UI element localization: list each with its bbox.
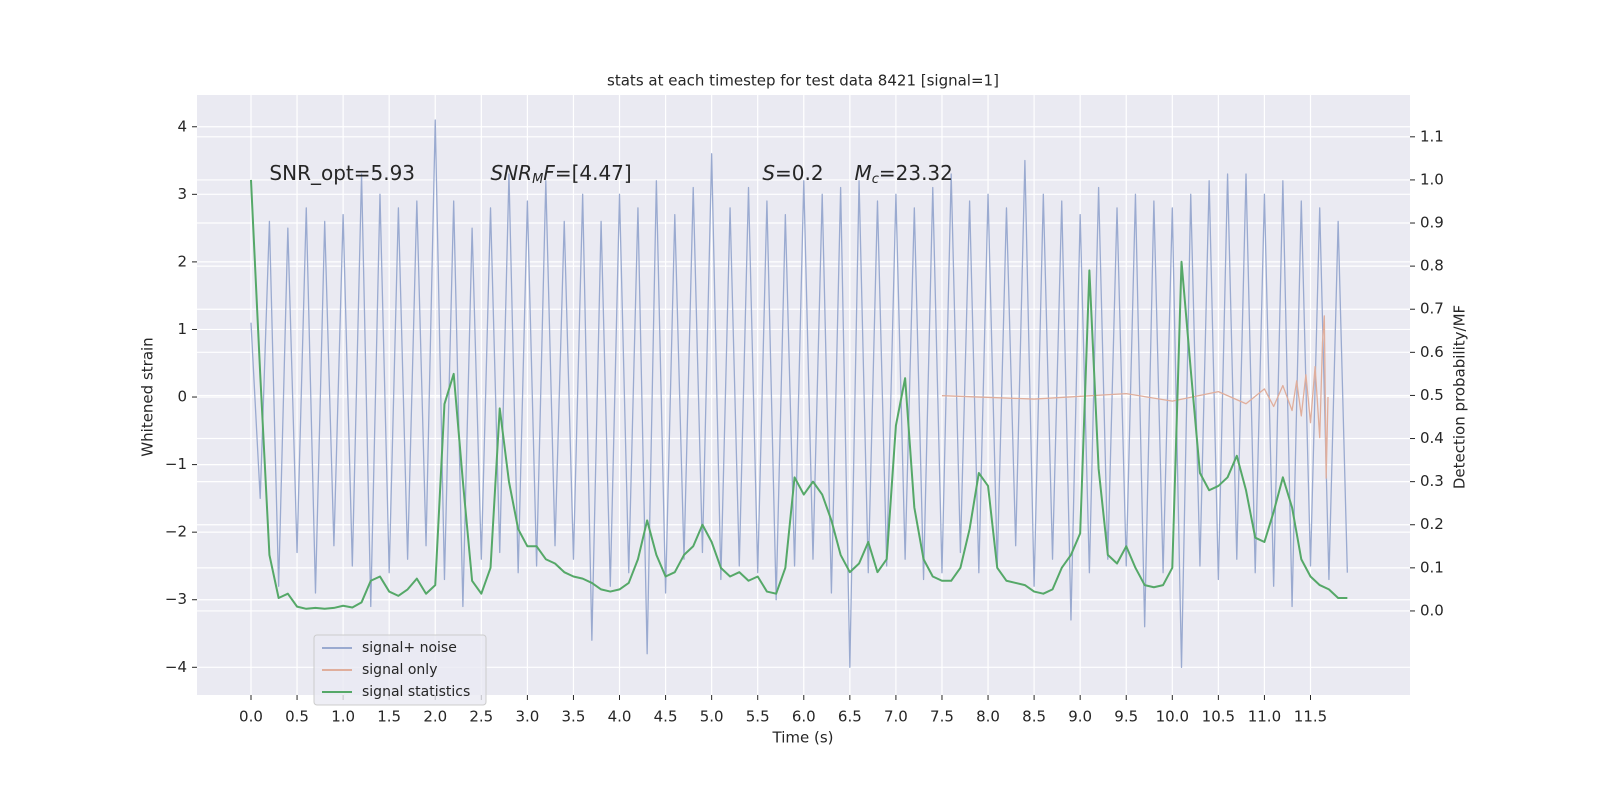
annotation-part: F [543,161,555,185]
annotation: SNRMF=[4.47] [491,161,632,187]
y-tick-label: 2 [177,252,187,270]
annotation-part: SNR [491,161,533,185]
y2-tick-label: 0.9 [1420,214,1444,232]
annotation-part: =23.32 [879,161,953,185]
annotation: SNR_opt=5.93 [269,161,415,185]
y-tick-label: 4 [177,117,187,135]
x-tick-label: 4.5 [654,708,678,726]
y2-tick-label: 0.2 [1420,515,1444,533]
y2-tick-label: 0.1 [1420,558,1444,576]
series-line [250,119,1348,668]
x-tick-label: 7.5 [930,708,954,726]
x-tick-label: 7.0 [884,708,908,726]
x-tick-label: 2.5 [469,708,493,726]
y2-tick-label: 0.4 [1420,429,1444,447]
x-tick-label: 10.0 [1156,708,1189,726]
series-line [941,315,1329,479]
y2-tick-label: 1.0 [1420,170,1444,188]
y-tick-label: −4 [165,658,187,676]
y2-tick-label: 0.8 [1420,257,1444,275]
x-tick-label: 4.0 [608,708,632,726]
y-tick-label: −1 [165,455,187,473]
y-tick-label: −2 [165,523,187,541]
y2-tick-label: 0.5 [1420,386,1444,404]
x-tick-label: 6.0 [792,708,816,726]
y-tick-label: 1 [177,320,187,338]
annotation-part: S [762,161,775,185]
legend-label: signal statistics [362,684,470,700]
x-tick-label: 11.5 [1294,708,1327,726]
legend-label: signal+ noise [362,640,457,656]
x-tick-label: 3.0 [515,708,539,726]
y2-tick-label: 1.1 [1420,127,1444,145]
annotation-part: =[4.47] [555,161,632,185]
y-tick-label: 3 [177,185,187,203]
y2-tick-label: 0.7 [1420,300,1444,318]
x-tick-label: 10.5 [1202,708,1235,726]
y-axis-label: Whitened strain [139,337,157,456]
annotation-part: M [532,172,543,187]
x-tick-label: 8.0 [976,708,1000,726]
x-tick-label: 0.5 [285,708,309,726]
y-tick-label: 0 [177,388,187,406]
x-tick-label: 6.5 [838,708,862,726]
legend-label: signal only [362,662,437,678]
series-line [249,179,1348,610]
legend-box [313,634,487,706]
x-tick-label: 11.0 [1248,708,1281,726]
y2-tick-label: 0.6 [1420,343,1444,361]
x-tick-label: 9.0 [1068,708,1092,726]
x-tick-label: 1.0 [331,708,355,726]
x-tick-label: 5.5 [746,708,770,726]
x-tick-label: 1.5 [377,708,401,726]
annotation-part: c [872,172,879,187]
annotation: S=0.2 [762,161,823,185]
chart-title: stats at each timestep for test data 842… [607,72,999,90]
annotation: Mc=23.32 [854,161,952,187]
annotation-part: SNR_opt=5.93 [269,161,415,185]
x-tick-label: 8.5 [1022,708,1046,726]
x-tick-label: 0.0 [239,708,263,726]
x-tick-label: 3.5 [562,708,586,726]
annotation-part: M [854,161,871,185]
y2-axis-label: Detection probability/MF [1451,305,1469,489]
y2-tick-label: 0.3 [1420,472,1444,490]
x-tick-label: 9.5 [1114,708,1138,726]
x-tick-label: 2.0 [423,708,447,726]
x-axis-label: Time (s) [772,729,834,747]
y2-tick-label: 0.0 [1420,601,1444,619]
y-tick-label: −3 [165,590,187,608]
annotation-part: =0.2 [775,161,824,185]
x-tick-label: 5.0 [700,708,724,726]
